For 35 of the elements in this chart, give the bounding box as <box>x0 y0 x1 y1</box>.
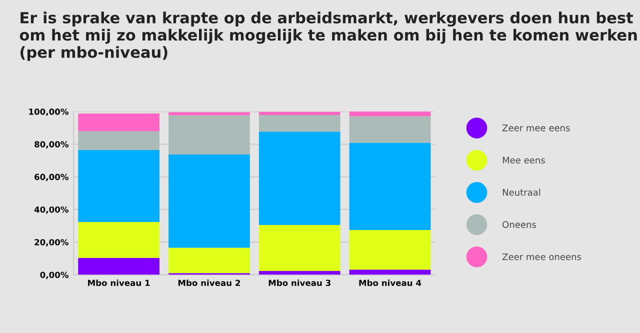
bar <box>168 112 250 116</box>
x-tick-label: Mbo niveau 4 <box>359 280 422 286</box>
bar <box>78 131 160 150</box>
y-tick-label: 80,00% <box>34 141 68 149</box>
bar <box>78 150 160 222</box>
legend-label: Mee eens <box>502 156 545 164</box>
chart-title: Er is sprake van krapte op de arbeidsmarkt, werkgevers doen hun best om het mij zo makkelijk mogelijk te maken om bij hen te komen werken (per mbo-niveau) <box>20 12 637 61</box>
bar <box>168 154 250 248</box>
bar <box>78 258 160 275</box>
bar <box>168 248 250 274</box>
bar <box>258 132 340 225</box>
x-tick-label: Mbo niveau 2 <box>178 280 240 286</box>
x-tick-label: Mbo niveau 1 <box>88 280 150 286</box>
bar <box>78 114 160 132</box>
y-tick-label: 20,00% <box>34 239 68 246</box>
bar <box>349 116 431 143</box>
bar <box>258 114 340 132</box>
legend-label: Oneens <box>502 221 536 228</box>
bar <box>78 222 160 258</box>
bar <box>349 142 431 230</box>
bar <box>349 112 431 116</box>
bar <box>258 224 340 271</box>
x-tick-label: Mbo niveau 3 <box>268 280 330 286</box>
y-tick-label: 40,00% <box>34 206 68 214</box>
bar <box>349 270 431 275</box>
bar <box>258 112 340 115</box>
bar <box>258 270 340 275</box>
bar <box>349 230 431 270</box>
y-tick-label: 100,00% <box>29 108 68 116</box>
bar <box>168 115 250 154</box>
y-tick-label: 0,00% <box>40 272 68 280</box>
legend-label: Zeer mee eens <box>502 124 570 132</box>
legend-label: Zeer mee oneens <box>502 253 582 260</box>
legend-label: Neutraal <box>502 188 540 196</box>
y-tick-label: 60,00% <box>34 174 68 182</box>
